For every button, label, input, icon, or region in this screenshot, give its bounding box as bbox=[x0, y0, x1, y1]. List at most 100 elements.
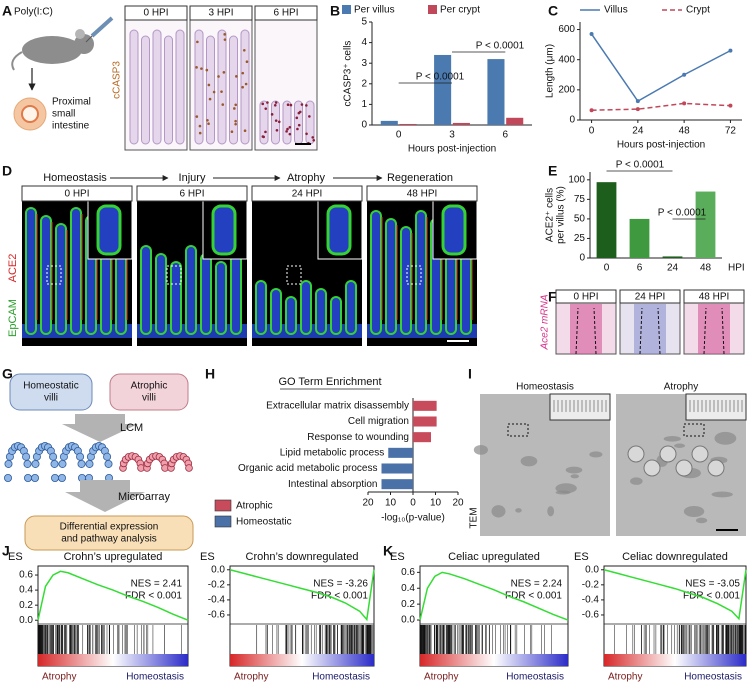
panel-letter: E bbox=[548, 163, 557, 179]
cell bbox=[4, 473, 12, 482]
legend-swatch bbox=[214, 499, 232, 512]
annotation: P < 0.0001 bbox=[476, 41, 525, 52]
y-tick-label: Lipid metabolic process bbox=[280, 447, 385, 458]
label: 6 HPI bbox=[273, 8, 298, 19]
chart-title: Crohn’s downregulated bbox=[246, 551, 359, 563]
label: intestine bbox=[52, 121, 90, 132]
label: Poly(I:C) bbox=[14, 7, 53, 18]
cell bbox=[23, 459, 32, 468]
villus bbox=[285, 296, 297, 335]
label: Differential expression bbox=[60, 522, 159, 533]
x-tick-label: 0 bbox=[410, 498, 416, 509]
point bbox=[682, 72, 687, 77]
bar bbox=[662, 256, 683, 258]
villus bbox=[240, 29, 250, 145]
organelle bbox=[674, 443, 686, 448]
apoptotic-cell bbox=[233, 107, 236, 110]
organelle bbox=[695, 517, 708, 524]
panel-letter: I bbox=[468, 366, 472, 382]
zoom-box bbox=[683, 423, 705, 437]
y-tick-label: 4 bbox=[361, 37, 367, 48]
panel-letter: J bbox=[2, 543, 10, 559]
cell bbox=[50, 459, 59, 468]
y-tick-label: 0.0 bbox=[211, 564, 225, 575]
apoptotic-cell bbox=[274, 101, 278, 104]
apoptotic-cell bbox=[312, 138, 316, 142]
series-line bbox=[590, 33, 731, 103]
x-tick-label: 72 bbox=[725, 126, 737, 137]
cell bbox=[30, 473, 39, 482]
label: 24 HPI bbox=[635, 292, 666, 303]
chart-title: Celiac downregulated bbox=[622, 551, 728, 563]
y-tick-label: 0.4 bbox=[19, 585, 33, 596]
legend-label: Atrophic bbox=[236, 501, 273, 512]
y-tick-label: 2 bbox=[361, 78, 367, 89]
apoptotic-cell bbox=[305, 104, 308, 107]
enrichment-curve bbox=[229, 569, 375, 622]
apoptotic-cell bbox=[241, 71, 245, 75]
legend-label: Per crypt bbox=[440, 5, 480, 16]
series-line bbox=[591, 102, 731, 111]
label: Ace2 mRNA bbox=[540, 294, 551, 350]
chart-title: Celiac upregulated bbox=[448, 551, 540, 563]
syringe bbox=[90, 16, 114, 38]
villus bbox=[141, 35, 150, 145]
image-header bbox=[136, 185, 248, 202]
bar bbox=[629, 218, 650, 258]
legend-swatch bbox=[428, 5, 437, 14]
statistic: NES = 2.41 bbox=[131, 579, 183, 590]
apoptotic-cell bbox=[207, 83, 211, 87]
epithelium bbox=[698, 304, 730, 354]
apoptotic-cell bbox=[275, 129, 279, 132]
enrichment-curve bbox=[603, 569, 747, 621]
label: Regeneration bbox=[387, 172, 453, 184]
apoptotic-cell bbox=[223, 33, 227, 36]
inset bbox=[549, 393, 611, 421]
y-axis-label: ES bbox=[200, 551, 215, 563]
y-tick-label: 3 bbox=[361, 58, 367, 69]
villus bbox=[255, 280, 267, 335]
cell bbox=[23, 473, 32, 482]
cell bbox=[103, 452, 112, 461]
apoptotic-cell bbox=[220, 90, 223, 93]
rank-label: Atrophy bbox=[234, 672, 268, 683]
label: 3 HPI bbox=[208, 8, 233, 19]
y-tick-label: Cell migration bbox=[348, 416, 409, 427]
panel-letter: B bbox=[330, 3, 340, 19]
organelle bbox=[565, 466, 583, 474]
legend-swatch bbox=[214, 515, 232, 528]
y-axis-label: ES bbox=[574, 551, 589, 563]
apoptotic-cell bbox=[264, 107, 268, 110]
annotation: P < 0.0001 bbox=[616, 160, 665, 171]
rank-gradient bbox=[420, 654, 568, 666]
villus bbox=[229, 35, 238, 145]
cell bbox=[76, 452, 85, 461]
y-tick-label: 0.0 bbox=[401, 615, 415, 626]
villus bbox=[385, 218, 397, 335]
y-axis-label: cCASP3⁺ cells bbox=[343, 41, 354, 107]
y-tick-label: 75 bbox=[574, 194, 586, 205]
villus bbox=[200, 253, 212, 335]
cell bbox=[58, 473, 67, 482]
legend-swatch bbox=[342, 5, 351, 14]
x-axis-label: -log₁₀(p-value) bbox=[381, 513, 445, 524]
label: ACE2 bbox=[7, 254, 19, 283]
villus bbox=[185, 245, 197, 335]
y-tick-label: -0.4 bbox=[208, 595, 226, 606]
rank-gradient bbox=[230, 654, 374, 666]
cell bbox=[22, 452, 31, 461]
y-tick-label: 200 bbox=[558, 84, 575, 95]
apoptotic-cell bbox=[270, 113, 274, 116]
bar bbox=[434, 54, 452, 125]
panel-letter: G bbox=[2, 366, 13, 382]
y-axis-label: per villus (%) bbox=[556, 186, 567, 244]
label: Atrophy bbox=[287, 172, 325, 184]
organelle bbox=[491, 505, 506, 518]
x-axis-label: Hours post-injection bbox=[617, 140, 705, 151]
rank-label: Homeostasis bbox=[506, 672, 564, 683]
y-tick-label: -0.2 bbox=[582, 579, 600, 590]
point bbox=[635, 99, 640, 104]
y-tick-label: 0 bbox=[569, 115, 575, 126]
y-tick-label: 0.0 bbox=[19, 615, 33, 626]
vacuole bbox=[627, 445, 645, 463]
